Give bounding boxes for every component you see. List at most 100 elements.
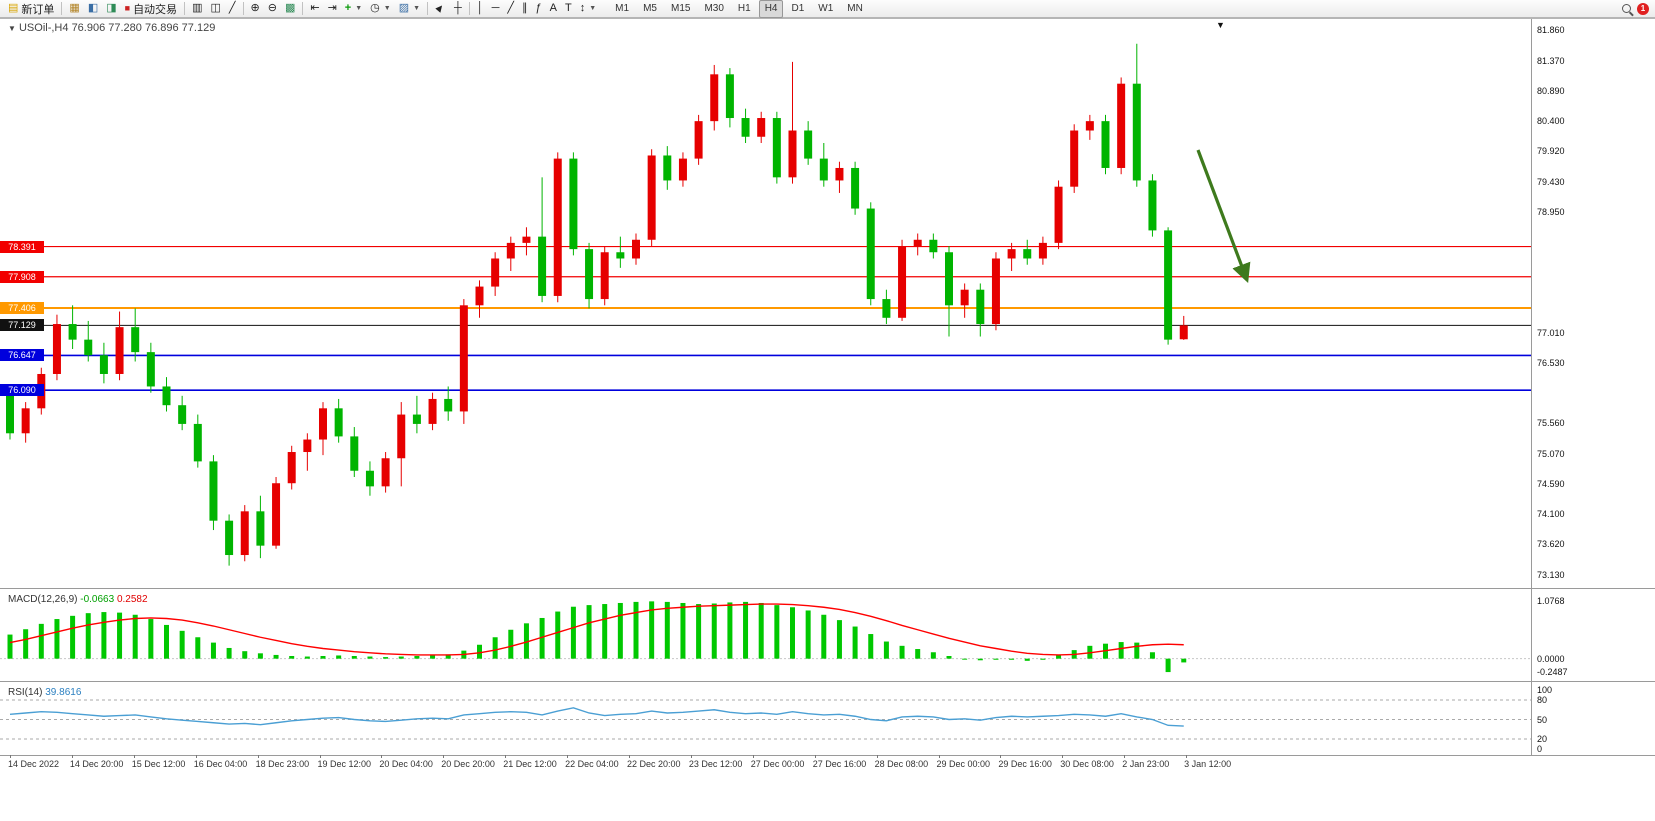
timeframe-H4[interactable]: H4 [758,0,784,18]
candle [819,142,828,187]
candle [866,202,875,306]
macd-histogram-bar [117,612,123,659]
separator [184,2,186,15]
time-axis-label: 19 Dec 12:00 [317,759,372,769]
trend-arrow-annotation[interactable] [1196,149,1251,283]
chevron-down-icon: ▼ [355,5,363,12]
text-button[interactable]: A [546,1,561,17]
time-axis-tick [71,755,73,758]
trendline-button[interactable]: ╱ [503,1,518,17]
separator [468,2,470,15]
arrows-tool-button[interactable]: ↕ ▼ [576,1,600,17]
market-watch-button[interactable]: ▦ [65,1,83,17]
time-axis-tick [195,755,197,758]
macd-histogram-bar [977,658,983,661]
rsi-line [9,707,1184,727]
candle [412,395,421,434]
time-axis-divider [0,755,1655,756]
fibonacci-button[interactable]: ƒ [532,1,546,17]
macd-main-value: -0.0663 [80,594,115,605]
navigator-button[interactable]: ◧ [84,1,102,17]
candle [1054,180,1063,250]
cursor-icon: ► [432,0,449,17]
rsi-axis-label: 20 [1537,734,1548,744]
template-button[interactable]: ▨ ▼ [395,1,424,17]
timeframe-W1[interactable]: W1 [818,2,834,14]
vertical-line-icon: │ [476,2,484,14]
timeframe-D1[interactable]: D1 [791,2,805,14]
macd-pane-splitter[interactable] [0,588,1655,589]
text-icon: A [549,2,557,14]
macd-histogram-bar [836,620,842,659]
time-axis-label: 3 Jan 12:00 [1184,759,1232,769]
one-click-trading-toggle[interactable]: ▼ [8,24,16,33]
crosshair-button[interactable]: ┼ [450,1,466,17]
candlestick-chart-button[interactable]: ◫ [206,1,224,17]
price-line-badge: 76.647 [0,349,44,362]
time-axis-tick [1186,755,1188,758]
channel-button[interactable]: ∥ [518,1,532,17]
zoom-in-button[interactable]: ⊕ [247,1,264,17]
macd-axis-label: -0.2487 [1537,667,1568,677]
macd-histogram-bar [414,656,420,659]
macd-axis-label: 0.0000 [1537,653,1565,664]
macd-histogram-bar [790,607,795,659]
auto-scroll-button[interactable]: ⇥ [324,1,341,17]
rsi-label: RSI(14) [8,687,43,698]
macd-histogram-bar [445,654,451,659]
chart-shift-marker[interactable]: ▼ [1216,20,1225,30]
tile-windows-button[interactable]: ▩ [281,1,299,17]
add-indicator-button[interactable]: + ▼ [341,1,366,17]
chart-shift-icon: ⇤ [310,2,320,14]
candle [52,314,61,381]
price-axis-label: 78.950 [1537,206,1565,217]
macd-histogram-bar [54,619,60,659]
candle [647,149,656,247]
macd-histogram-bar [320,656,326,659]
timeframe-MN[interactable]: MN [847,2,863,14]
macd-histogram-bar [1024,658,1030,661]
vertical-line-button[interactable]: │ [473,1,488,17]
macd-histogram-bar [148,619,154,659]
candle [1007,242,1016,271]
timeframe-M5[interactable]: M5 [643,2,657,14]
line-chart-button[interactable]: ╱ [225,1,240,17]
line-chart-icon: ╱ [228,2,236,14]
candle [287,445,296,490]
time-axis-label: 15 Dec 12:00 [131,759,186,769]
text-label-button[interactable]: T [561,1,576,17]
macd-histogram-bar [696,604,702,659]
rsi-pane-splitter[interactable] [0,681,1655,682]
cursor-button[interactable]: ► [431,0,450,17]
zoom-out-button[interactable]: ⊖ [264,1,281,17]
candle [459,299,468,424]
autotrade-button[interactable]: ■ 自动交易 [121,1,181,17]
macd-histogram-bar [1165,658,1171,673]
candle [1179,315,1188,340]
candle [741,108,750,143]
terminal-button[interactable]: ◨ [102,1,120,17]
timeframe-M15[interactable]: M15 [670,2,691,14]
chart-shift-button[interactable]: ⇤ [306,1,323,17]
timeframe-M30[interactable]: M30 [704,2,724,14]
template-icon: ▨ [398,2,410,14]
macd-histogram-bar [993,658,999,660]
notification-badge[interactable]: 1 [1637,2,1649,15]
horizontal-line-button[interactable]: ─ [488,1,504,17]
search-icon[interactable] [1622,4,1631,13]
macd-histogram-bar [602,604,608,659]
bar-chart-button[interactable]: ▥ [188,1,206,17]
macd-histogram-bar [70,615,76,659]
candle [835,161,844,193]
market-watch-icon: ▦ [69,2,80,14]
candle [553,152,562,303]
candle [585,242,594,309]
candle [193,414,202,468]
timeframe-M1[interactable]: M1 [615,2,630,14]
time-axis-tick [381,755,383,758]
timeframe-H1[interactable]: H1 [737,2,751,14]
period-button[interactable]: ◷ ▼ [366,1,395,17]
macd-histogram-bar [492,637,498,659]
new-order-button[interactable]: ▤ 新订单 [4,1,58,17]
